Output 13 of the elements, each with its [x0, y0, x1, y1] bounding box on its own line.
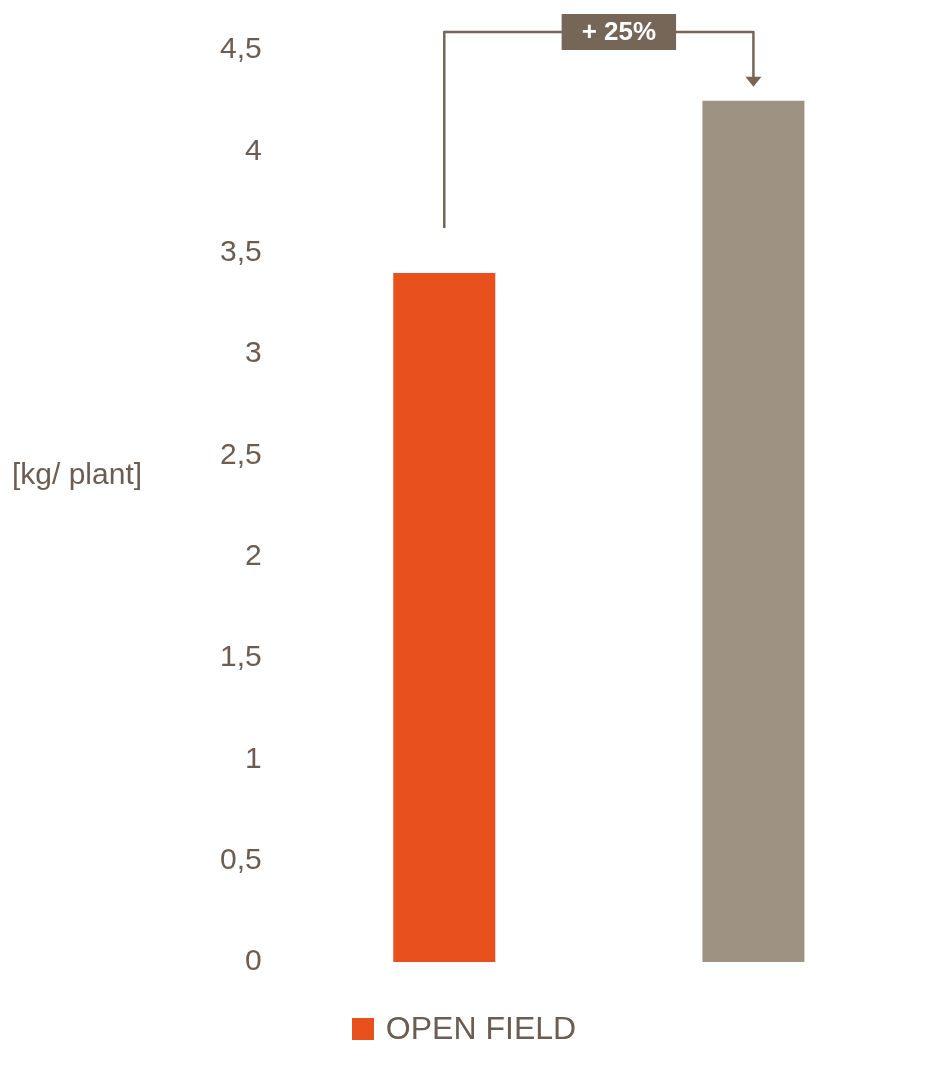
y-tick-label: 3,5 [219, 233, 262, 267]
y-axis-title: [kg/ plant] [12, 457, 143, 491]
x-tick-label: OPEN FIELD [385, 1010, 577, 1047]
y-tick-label: 4,5 [219, 31, 262, 65]
y-tick-label: 1 [245, 740, 262, 774]
text: + 25% [581, 16, 657, 47]
y-tick-label: 4 [245, 132, 262, 166]
y-tick-label: 3 [245, 335, 262, 369]
y-tick-label: 2,5 [219, 436, 262, 470]
y-tick-label: 1,5 [219, 639, 262, 673]
y-tick-label: 0 [245, 943, 262, 977]
y-tick-label: 0,5 [219, 841, 262, 875]
y-tick-label: 2 [245, 537, 262, 571]
